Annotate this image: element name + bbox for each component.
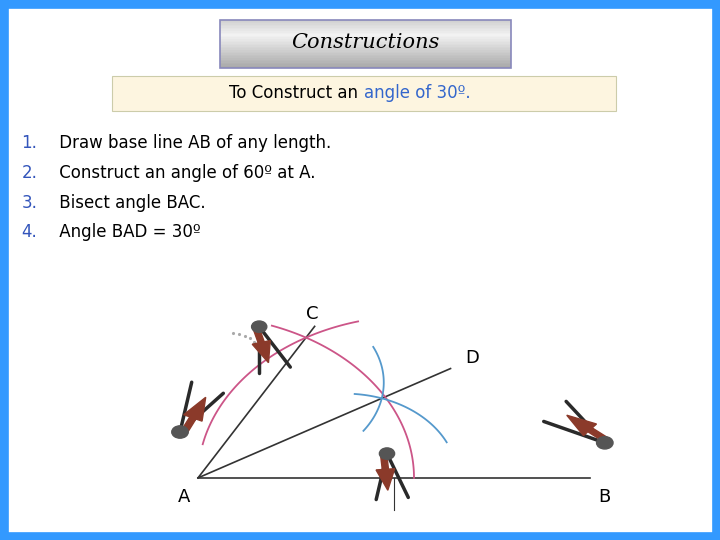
- Bar: [220, 31, 511, 32]
- Bar: [220, 64, 511, 66]
- Bar: [220, 30, 511, 31]
- Bar: [220, 47, 511, 49]
- Text: To Construct an: To Construct an: [230, 84, 364, 102]
- Text: 3.: 3.: [22, 193, 37, 212]
- Circle shape: [172, 426, 188, 438]
- Text: Construct an angle of 60º at A.: Construct an angle of 60º at A.: [54, 164, 315, 182]
- Text: 2.: 2.: [22, 164, 37, 182]
- Circle shape: [597, 437, 613, 449]
- Text: B: B: [598, 488, 611, 506]
- Bar: [220, 52, 511, 53]
- Text: Angle BAD = 30º: Angle BAD = 30º: [54, 223, 201, 241]
- FancyArrow shape: [252, 327, 270, 363]
- Bar: [220, 23, 511, 25]
- Text: C: C: [305, 305, 318, 322]
- Bar: [220, 45, 511, 47]
- Bar: [220, 42, 511, 44]
- Text: A: A: [177, 488, 190, 506]
- Bar: [220, 58, 511, 59]
- Bar: [220, 59, 511, 61]
- Bar: [220, 37, 511, 39]
- Circle shape: [251, 321, 267, 333]
- FancyArrow shape: [180, 397, 206, 434]
- Bar: [220, 22, 511, 23]
- Text: 4.: 4.: [22, 223, 37, 241]
- FancyArrow shape: [376, 454, 395, 490]
- Bar: [220, 61, 511, 63]
- Bar: [220, 56, 511, 58]
- Text: Draw base line AB of any length.: Draw base line AB of any length.: [54, 134, 331, 152]
- Bar: [220, 63, 511, 64]
- Bar: [220, 34, 511, 36]
- FancyBboxPatch shape: [112, 76, 616, 111]
- Bar: [220, 44, 511, 45]
- Bar: [220, 39, 511, 40]
- Bar: [220, 40, 511, 42]
- FancyArrow shape: [567, 415, 609, 443]
- Text: angle of 30º.: angle of 30º.: [364, 84, 470, 102]
- Bar: [220, 66, 511, 68]
- Bar: [220, 53, 511, 55]
- Circle shape: [379, 448, 395, 460]
- Text: Bisect angle BAC.: Bisect angle BAC.: [54, 193, 206, 212]
- Bar: [220, 20, 511, 22]
- Bar: [220, 49, 511, 50]
- Bar: [220, 32, 511, 34]
- Bar: [220, 28, 511, 30]
- Bar: [220, 36, 511, 37]
- Bar: [220, 55, 511, 56]
- Bar: [220, 50, 511, 52]
- Bar: [220, 25, 511, 26]
- Bar: [220, 26, 511, 28]
- Text: D: D: [465, 349, 479, 367]
- Text: 1.: 1.: [22, 134, 37, 152]
- Text: Constructions: Constructions: [291, 32, 440, 52]
